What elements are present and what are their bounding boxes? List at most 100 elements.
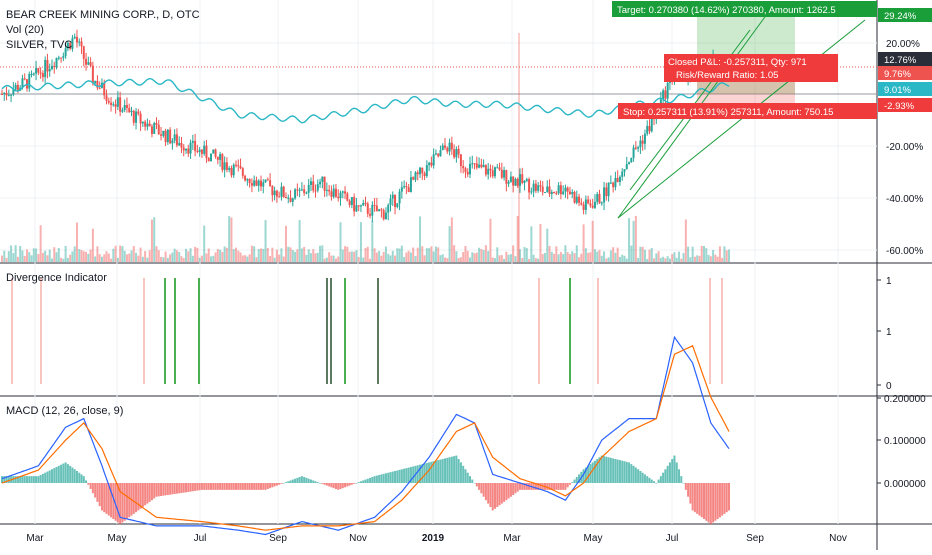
candle-body <box>448 142 451 152</box>
volume-bar <box>262 248 265 262</box>
candle-body <box>516 178 519 186</box>
volume-bar <box>412 247 415 262</box>
volume-bar <box>135 252 138 262</box>
compare-label[interactable]: SILVER, TVC <box>6 39 72 51</box>
macd-hist-bar <box>459 462 462 483</box>
candle-body <box>559 185 562 195</box>
volume-bar <box>673 252 676 262</box>
candle-body <box>400 187 403 192</box>
volume-bar <box>480 248 483 262</box>
candle-body <box>405 186 408 188</box>
volume-bar <box>550 251 553 262</box>
candle-body <box>50 65 53 70</box>
macd-hist-bar <box>132 483 135 514</box>
macd-hist-bar <box>412 466 415 483</box>
volume-bar <box>500 255 503 262</box>
macd-hist-bar <box>298 476 301 483</box>
macd-title[interactable]: MACD (12, 26, close, 9) <box>6 405 123 417</box>
candle-body <box>466 171 469 175</box>
volume-bar <box>253 246 256 262</box>
volume-bar <box>105 251 108 262</box>
candle-body <box>85 58 88 65</box>
volume-bar <box>518 249 521 262</box>
candle-body <box>98 87 101 89</box>
candle-body <box>16 84 19 91</box>
volume-bar <box>178 252 181 262</box>
candle-body <box>503 170 506 178</box>
macd-hist-bar <box>32 476 35 483</box>
volume-bar <box>25 249 28 262</box>
volume-bar <box>294 251 297 262</box>
candle-body <box>607 182 610 197</box>
candle-body <box>178 142 181 146</box>
volume-bar <box>205 253 208 262</box>
candle-body <box>110 102 113 105</box>
candle-body <box>353 197 356 212</box>
volume-label[interactable]: Vol (20) <box>6 24 44 36</box>
volume-bar <box>566 252 569 262</box>
volume-bar <box>584 248 587 262</box>
candle-body <box>148 123 151 127</box>
candle-body <box>189 142 192 154</box>
macd-hist-bar <box>396 470 399 483</box>
macd-hist-bar <box>587 465 590 483</box>
candle-body <box>398 191 401 204</box>
volume-bar <box>330 255 333 262</box>
candle-body <box>273 190 276 196</box>
symbol-title[interactable]: BEAR CREEK MINING CORP., D, OTC <box>6 9 200 21</box>
volume-bar <box>623 255 626 262</box>
volume-bar <box>389 255 392 262</box>
macd-hist-bar <box>73 469 76 483</box>
macd-hist-bar <box>523 483 526 490</box>
macd-hist-bar <box>723 483 726 514</box>
div-tick-label: 1 <box>886 276 892 287</box>
macd-hist-bar <box>689 483 692 504</box>
macd-hist-bar <box>548 483 551 490</box>
candle-body <box>396 203 399 208</box>
volume-bar <box>648 249 651 262</box>
candle-body <box>641 140 644 144</box>
volume-bar <box>332 255 335 262</box>
volume-bar <box>616 247 619 262</box>
macd-hist-bar <box>498 483 501 506</box>
macd-hist-bar <box>628 462 631 483</box>
macd-hist-bar <box>525 483 528 490</box>
macd-hist-bar <box>419 464 422 483</box>
candle-body <box>637 147 640 149</box>
volume-bar <box>289 247 292 262</box>
volume-bar <box>462 252 465 262</box>
silver-path <box>1 77 730 124</box>
macd-tick-label: 0.000000 <box>884 479 926 490</box>
macd-hist-bar <box>432 461 435 483</box>
macd-hist-bar <box>682 483 685 484</box>
macd-hist-bar <box>450 456 453 483</box>
macd-hist-bar <box>634 467 637 483</box>
macd-hist-bar <box>555 483 558 490</box>
volume-bar <box>662 256 665 262</box>
stop-box[interactable] <box>618 103 877 119</box>
candle-body <box>530 191 533 193</box>
pnl-box[interactable] <box>664 54 838 82</box>
target-box[interactable] <box>612 1 877 17</box>
volume-bar <box>541 254 544 262</box>
volume-bar <box>641 246 644 262</box>
macd-hist-bar <box>253 483 256 490</box>
candle-body <box>523 180 526 183</box>
macd-hist-bar <box>250 483 253 490</box>
candle-body <box>144 121 147 127</box>
volume-bar <box>60 257 63 262</box>
candle-body <box>57 57 60 59</box>
macd-hist-bar <box>507 483 510 499</box>
price-tag-bg <box>878 82 932 96</box>
candle-body <box>541 186 544 193</box>
candle-body <box>219 154 222 160</box>
macd-hist-bar <box>96 483 99 502</box>
macd-hist-bar <box>278 483 281 485</box>
candle-body <box>646 125 649 134</box>
candle-body <box>214 149 217 157</box>
macd-hist-bar <box>244 483 247 490</box>
macd-hist-bar <box>625 461 628 483</box>
divergence-title[interactable]: Divergence Indicator <box>6 272 107 284</box>
candle-body <box>587 199 590 204</box>
